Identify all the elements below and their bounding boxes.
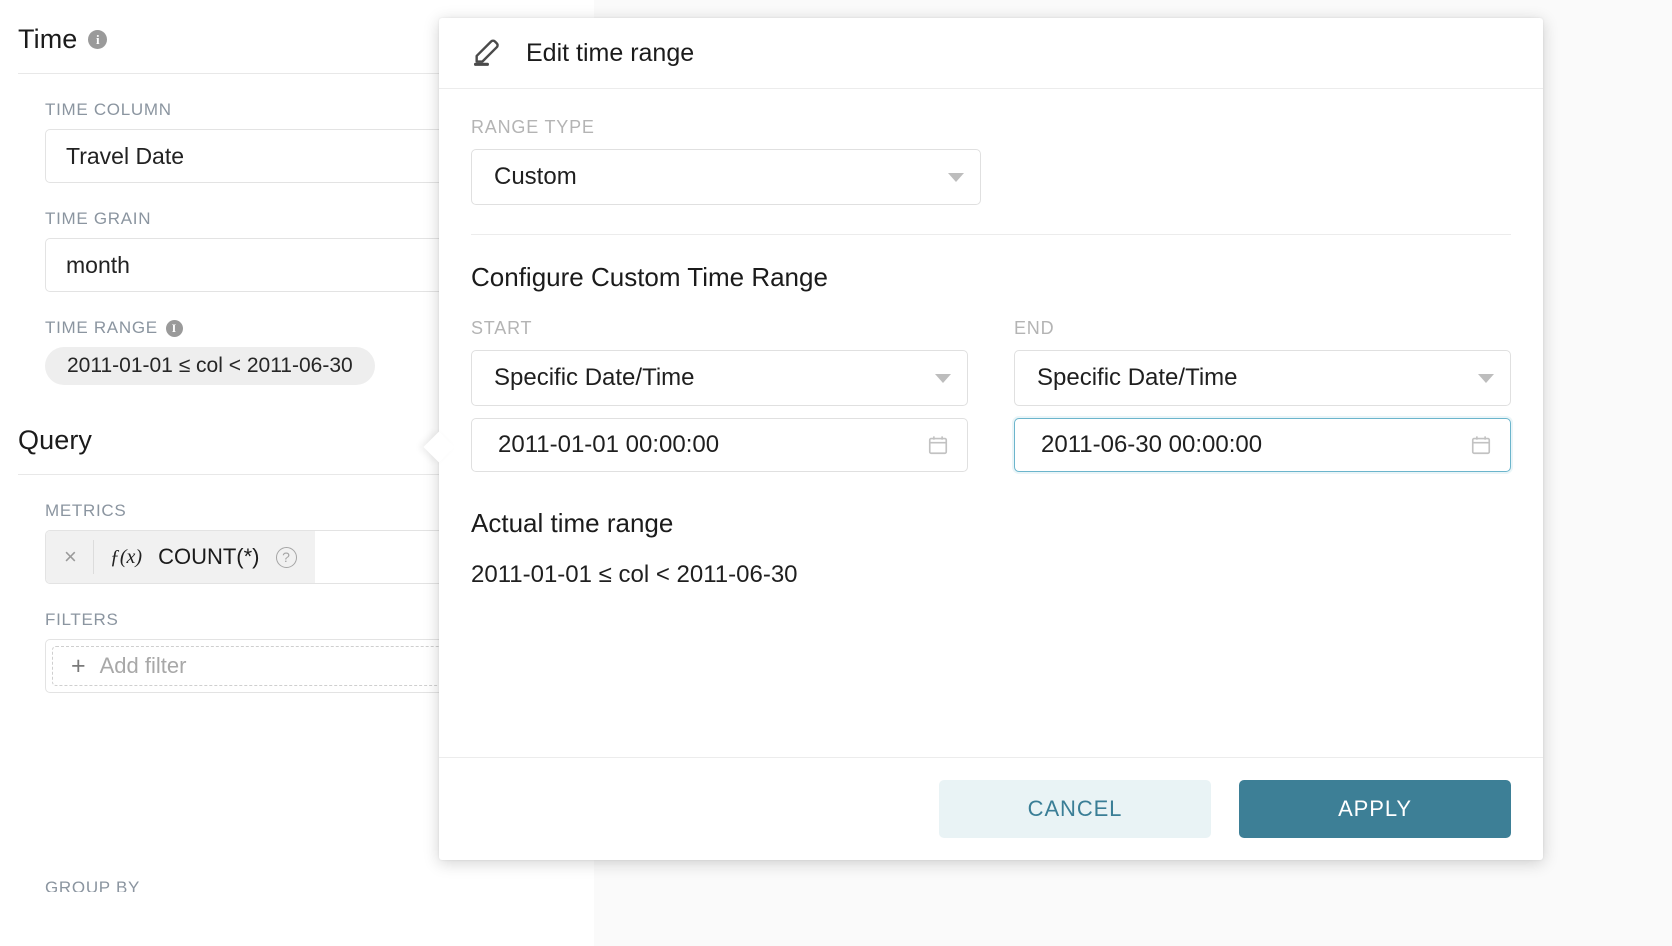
popover-header: Edit time range xyxy=(439,18,1543,89)
calendar-icon[interactable] xyxy=(1470,434,1492,456)
query-section-title: Query xyxy=(18,425,558,456)
configure-heading: Configure Custom Time Range xyxy=(471,262,828,292)
time-column-label: TIME COLUMN xyxy=(45,100,172,119)
chevron-down-icon xyxy=(935,373,951,383)
edit-time-range-popover: Edit time range RANGE TYPE Custom Config… xyxy=(423,18,1543,860)
popover-title: Edit time range xyxy=(526,38,695,67)
apply-button[interactable]: APPLY xyxy=(1239,780,1511,838)
range-type-select[interactable]: Custom xyxy=(471,149,981,205)
add-filter-button[interactable]: + Add filter xyxy=(52,646,598,686)
range-type-label: RANGE TYPE xyxy=(471,117,595,137)
end-datetime-input[interactable]: 2011-06-30 00:00:00 xyxy=(1014,418,1511,472)
start-label: START xyxy=(471,318,533,338)
time-section-rule xyxy=(18,73,558,74)
info-icon[interactable]: i xyxy=(165,319,183,337)
start-group: START Specific Date/Time 2011-01-01 00:0… xyxy=(471,318,968,472)
chevron-down-icon xyxy=(1478,373,1494,383)
start-mode-value: Specific Date/Time xyxy=(494,364,695,391)
range-type-group: RANGE TYPE Custom xyxy=(471,117,1511,205)
cancel-button[interactable]: CANCEL xyxy=(939,780,1211,838)
time-range-value-pill[interactable]: 2011-01-01 ≤ col < 2011-06-30 xyxy=(45,347,375,385)
query-section-rule xyxy=(18,474,558,475)
add-filter-label: Add filter xyxy=(99,653,187,678)
pencil-icon xyxy=(471,34,505,73)
end-datetime-value: 2011-06-30 00:00:00 xyxy=(1041,431,1263,458)
range-type-value: Custom xyxy=(494,163,577,190)
time-range-label-text: TIME RANGE xyxy=(45,318,158,337)
start-datetime-input[interactable]: 2011-01-01 00:00:00 xyxy=(471,418,968,472)
end-label: END xyxy=(1014,318,1055,338)
actual-time-range-value: 2011-01-01 ≤ col < 2011-06-30 xyxy=(471,561,798,588)
close-icon[interactable]: × xyxy=(64,544,77,569)
chevron-down-icon xyxy=(948,172,964,182)
end-group: END Specific Date/Time 2011-06-30 00:00:… xyxy=(1014,318,1511,472)
time-section-title: Time i xyxy=(18,24,558,55)
group-by-label: GROUP BY xyxy=(45,878,141,892)
time-section-label: Time xyxy=(18,24,78,54)
actual-time-range-heading: Actual time range xyxy=(471,508,674,538)
popover-footer: CANCEL APPLY xyxy=(439,757,1543,860)
time-range-value: 2011-01-01 ≤ col < 2011-06-30 xyxy=(67,354,353,377)
time-grain-label: TIME GRAIN xyxy=(45,209,152,228)
end-mode-select[interactable]: Specific Date/Time xyxy=(1014,350,1511,406)
plus-icon: + xyxy=(71,651,86,680)
help-icon[interactable]: ? xyxy=(275,546,297,568)
end-mode-value: Specific Date/Time xyxy=(1037,364,1238,391)
time-column-value: Travel Date xyxy=(66,142,185,169)
query-section-label: Query xyxy=(18,425,93,455)
metric-chip[interactable]: × ƒ(x) COUNT(*) ? xyxy=(46,531,315,583)
start-datetime-value: 2011-01-01 00:00:00 xyxy=(498,431,720,458)
time-range-label: TIME RANGE i xyxy=(45,318,558,338)
calendar-icon[interactable] xyxy=(927,434,949,456)
time-grain-value: month xyxy=(66,251,130,278)
metric-value: COUNT(*) xyxy=(158,544,260,569)
filters-label: FILTERS xyxy=(45,610,119,629)
time-range-field: TIME RANGE i 2011-01-01 ≤ col < 2011-06-… xyxy=(18,318,558,385)
info-icon[interactable]: i xyxy=(88,30,108,49)
function-icon: ƒ(x) xyxy=(109,545,143,568)
start-end-row: START Specific Date/Time 2011-01-01 00:0… xyxy=(471,318,1511,472)
start-mode-select[interactable]: Specific Date/Time xyxy=(471,350,968,406)
metrics-label: METRICS xyxy=(45,501,127,520)
section-divider xyxy=(471,234,1511,235)
popover-body: RANGE TYPE Custom Configure Custom Time … xyxy=(439,89,1543,757)
chip-divider xyxy=(92,540,94,574)
